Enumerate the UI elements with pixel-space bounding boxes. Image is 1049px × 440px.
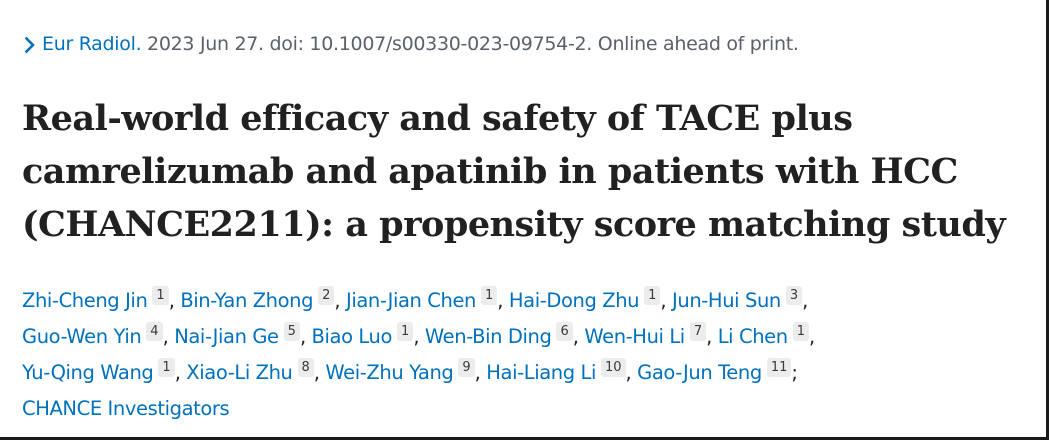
author-link[interactable]: Zhi-Cheng Jin	[22, 289, 148, 312]
affiliation-badge[interactable]: 2	[318, 286, 335, 305]
author-link[interactable]: Guo-Wen Yin	[22, 325, 142, 348]
affiliation-badge[interactable]: 11	[766, 358, 792, 377]
journal-link[interactable]: Eur Radiol.	[42, 33, 142, 55]
author-link[interactable]: Hai-Dong Zhu	[508, 289, 640, 312]
affiliation-badge[interactable]: 4	[146, 322, 163, 341]
separator: ,	[660, 289, 673, 312]
separator: ,	[413, 325, 425, 348]
author-link[interactable]: Nai-Jian Ge	[174, 325, 279, 348]
author-line: Zhi-Cheng Jin 1, Bin-Yan Zhong 2, Jian-Jia…	[22, 283, 1032, 319]
author-link[interactable]: Wen-Bin Ding	[424, 325, 552, 348]
affiliation-badge[interactable]: 1	[792, 322, 810, 341]
chevron-right-icon[interactable]	[24, 36, 36, 54]
separator: ;	[791, 361, 798, 384]
affiliation-badge[interactable]: 8	[297, 358, 314, 377]
author-link[interactable]: Hai-Liang Li	[486, 361, 596, 384]
separator: ,	[162, 325, 175, 348]
affiliation-badge[interactable]: 9	[458, 358, 475, 377]
author-line: CHANCE Investigators	[22, 391, 1032, 427]
separator: ,	[809, 325, 815, 348]
affiliation-badge[interactable]: 1	[158, 358, 175, 377]
author-link[interactable]: Li Chen	[717, 325, 788, 348]
affiliation-badge[interactable]: 1	[644, 286, 661, 305]
separator: ,	[625, 361, 638, 384]
citation-line: Eur Radiol. 2023 Jun 27. doi: 10.1007/s0…	[24, 31, 799, 57]
author-list: Zhi-Cheng Jin 1, Bin-Yan Zhong 2, Jian-Jia…	[22, 283, 1032, 427]
title-line: (CHANCE2211): a propensity score matchin…	[22, 204, 1006, 245]
affiliation-badge[interactable]: 6	[556, 322, 573, 341]
author-link[interactable]: Biao Luo	[311, 325, 393, 348]
separator: ,	[802, 289, 808, 312]
author-link[interactable]: Jian-Jian Chen	[346, 289, 477, 312]
title-line: Real-world efficacy and safety of TACE p…	[22, 98, 853, 139]
affiliation-badge[interactable]: 1	[481, 286, 498, 305]
author-link[interactable]: Gao-Jun Teng	[637, 361, 762, 384]
affiliation-badge[interactable]: 7	[689, 322, 707, 341]
affiliation-badge[interactable]: 1	[152, 286, 169, 305]
separator: ,	[168, 289, 181, 312]
author-line: Yu-Qing Wang 1, Xiao-Li Zhu 8, Wei-Zhu Yan…	[22, 355, 1032, 391]
separator: ,	[174, 361, 187, 384]
author-link[interactable]: Wen-Hui Li	[584, 325, 685, 348]
author-line: Guo-Wen Yin 4, Nai-Jian Ge 5, Biao Luo 1, W…	[22, 319, 1032, 355]
separator: ,	[334, 289, 346, 312]
author-link[interactable]: Jun-Hui Sun	[672, 289, 781, 312]
separator: ,	[706, 325, 718, 348]
author-link[interactable]: Bin-Yan Zhong	[180, 289, 314, 312]
author-link[interactable]: Wei-Zhu Yang	[325, 361, 454, 384]
affiliation-badge[interactable]: 1	[397, 322, 414, 341]
collective-author-link[interactable]: CHANCE Investigators	[22, 397, 230, 420]
citation-details: 2023 Jun 27. doi: 10.1007/s00330-023-097…	[141, 33, 799, 55]
title-line: camrelizumab and apatinib in patients wi…	[22, 151, 958, 192]
affiliation-badge[interactable]: 3	[785, 286, 803, 305]
affiliation-badge[interactable]: 5	[283, 322, 300, 341]
separator: ,	[572, 325, 585, 348]
separator: ,	[474, 361, 487, 384]
author-link[interactable]: Xiao-Li Zhu	[186, 361, 293, 384]
article-title: Real-world efficacy and safety of TACE p…	[22, 92, 1042, 251]
separator: ,	[299, 325, 312, 348]
affiliation-badge[interactable]: 10	[601, 358, 626, 377]
separator: ,	[497, 289, 509, 312]
author-link[interactable]: Yu-Qing Wang	[22, 361, 154, 384]
separator: ,	[313, 361, 326, 384]
